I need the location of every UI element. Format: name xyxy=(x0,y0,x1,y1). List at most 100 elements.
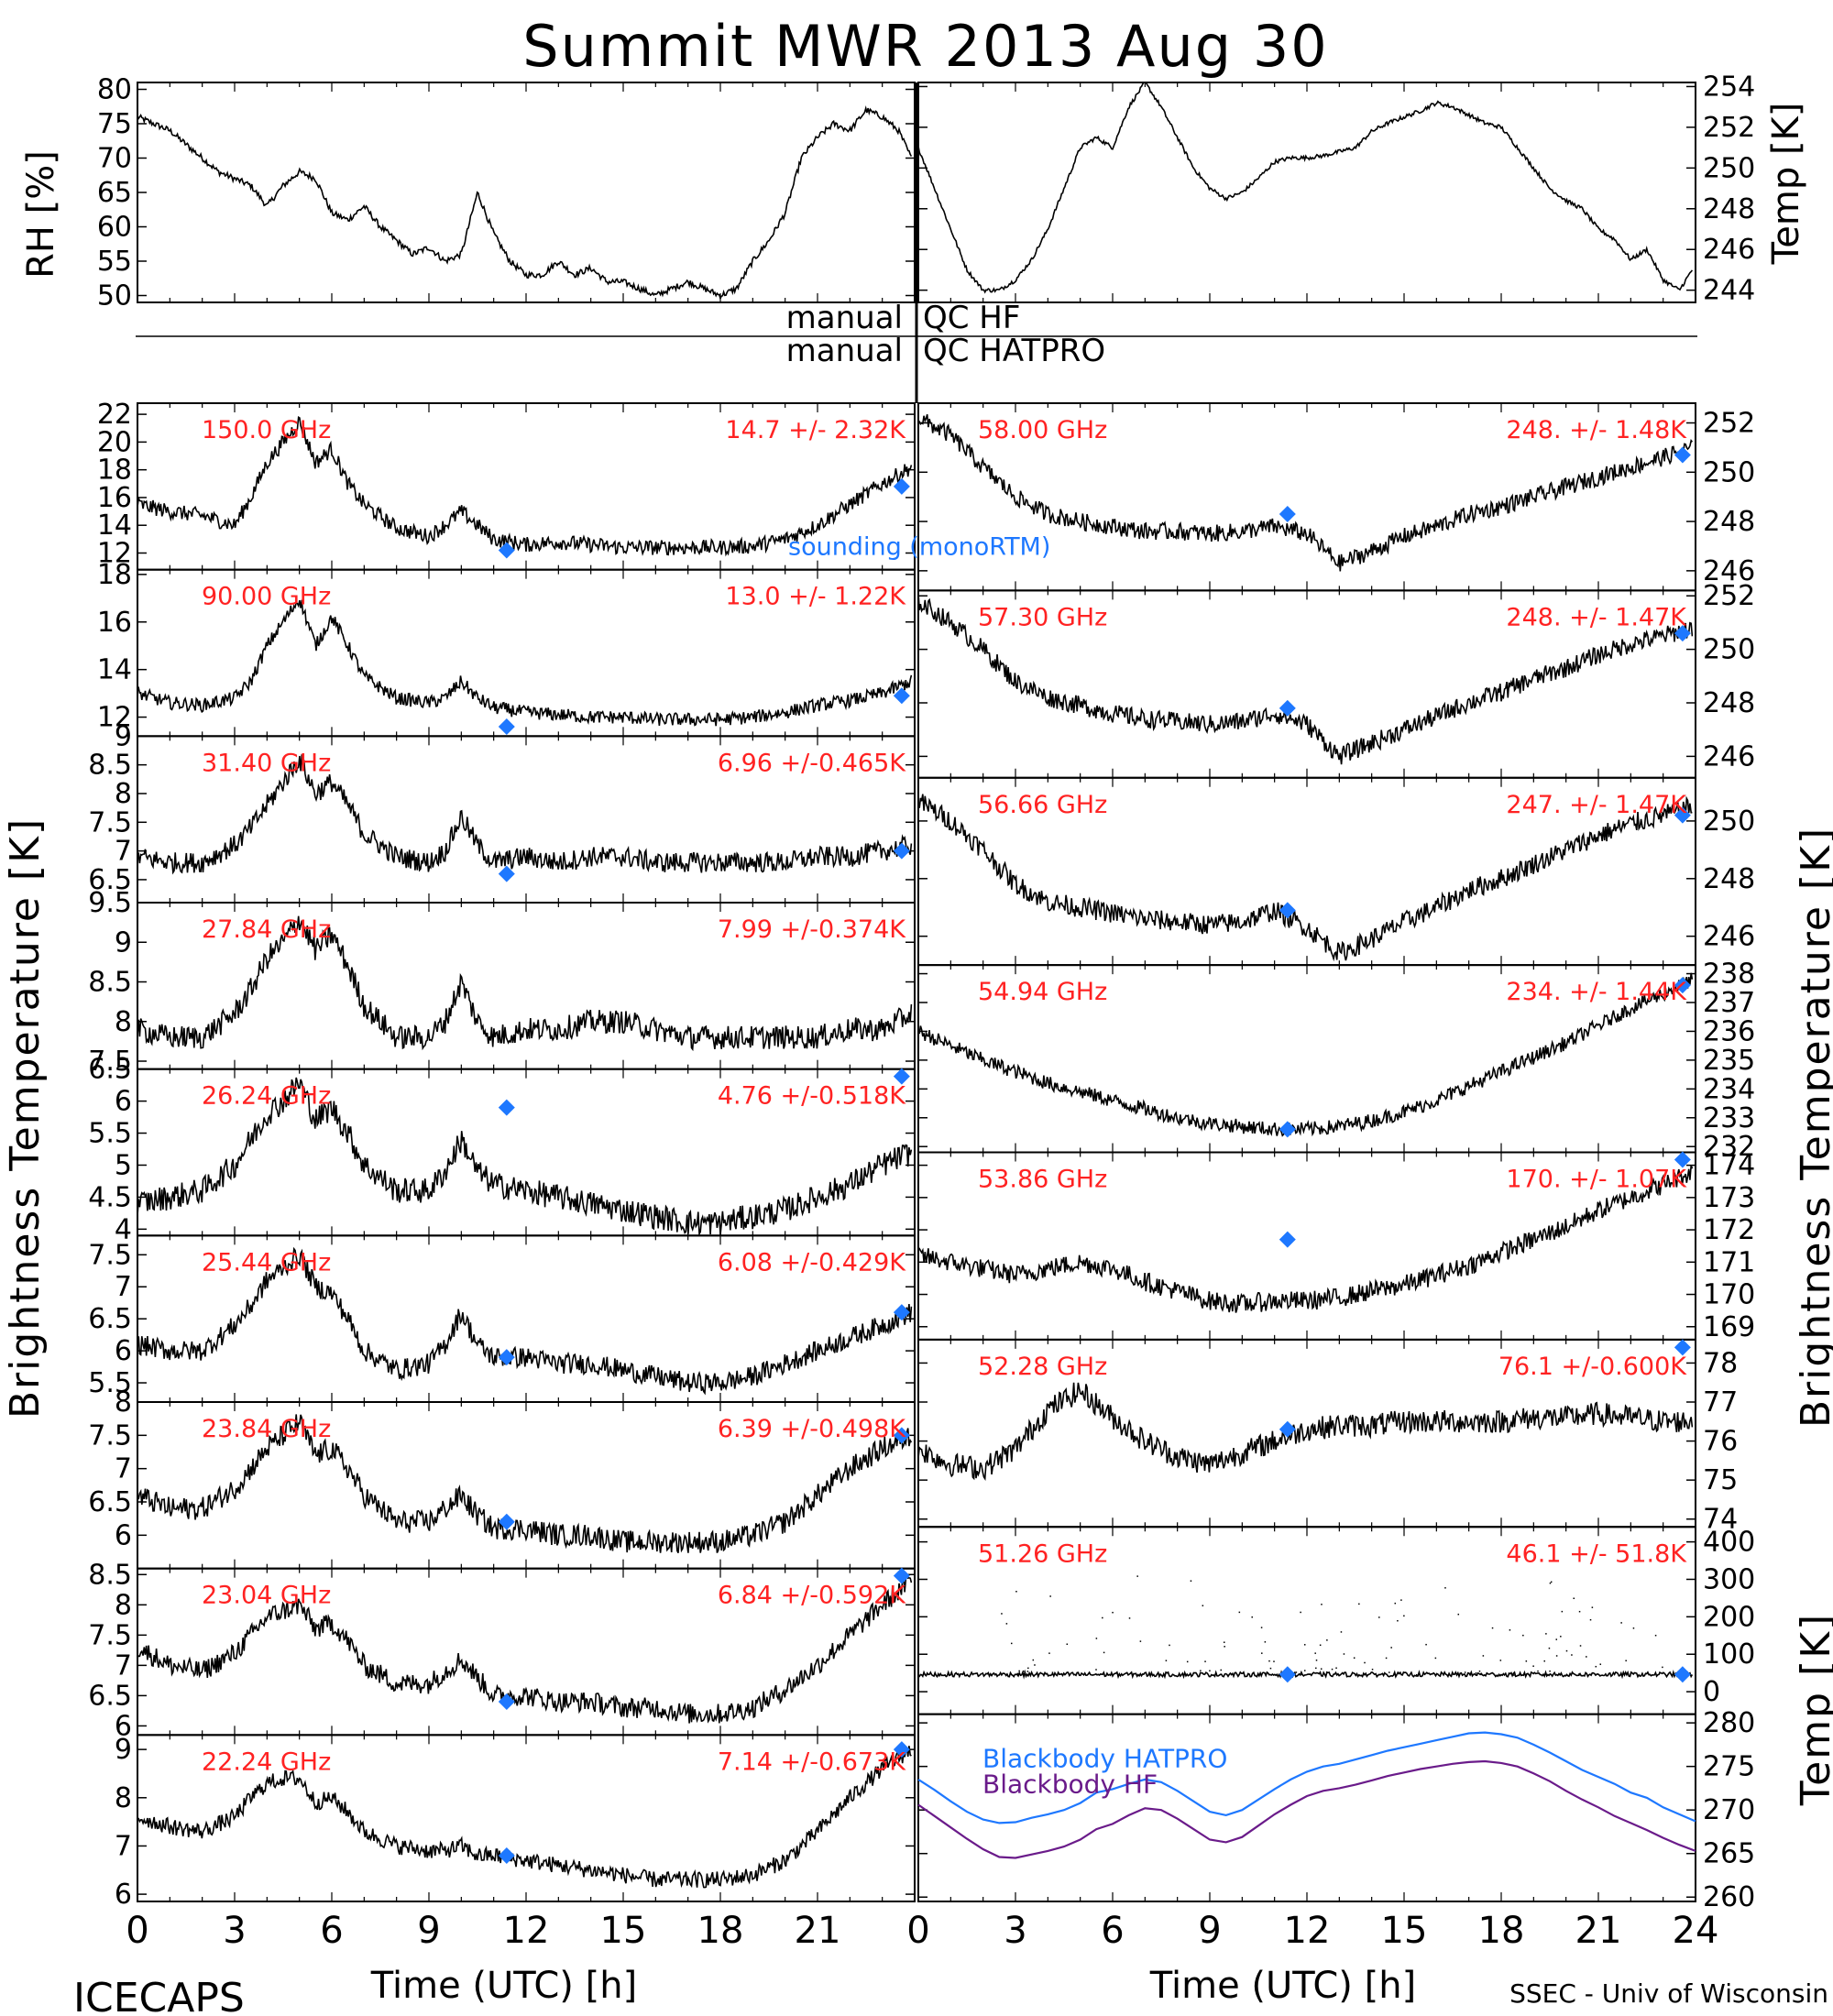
panel-31-40-ghz-ytick-label: 9 xyxy=(115,720,132,752)
panel-25-44-ghz-stat-label: 6.08 +/-0.429K xyxy=(718,1248,906,1276)
panel-51-26-ghz-spike-point xyxy=(1001,1613,1003,1615)
panel-51-26-ghz-spike-point xyxy=(1475,1672,1477,1674)
panel-52-28-ghz-series xyxy=(917,1382,1694,1481)
panel-51-26-ghz-spike-point xyxy=(1066,1643,1069,1645)
panel-58-00-ghz-ytick-label: 248 xyxy=(1703,506,1755,538)
x-tick-label-right: 18 xyxy=(1478,1910,1525,1952)
panel-52-28-ghz-ytick-label: 77 xyxy=(1703,1386,1738,1419)
panel-31-40-ghz-ytick-label: 8.5 xyxy=(88,750,132,782)
panel-53-86-ghz-ytick-label: 174 xyxy=(1703,1150,1755,1182)
panel-31-40-ghz-freq-label: 31.40 GHz xyxy=(202,749,331,777)
panel-blackbody-ytick-label: 270 xyxy=(1703,1794,1755,1826)
panel-51-26-ghz-ytick-label: 200 xyxy=(1703,1601,1755,1633)
panel-27-84-ghz-ytick-label: 7.5 xyxy=(88,1046,132,1078)
panel-25-44-ghz-freq-label: 25.44 GHz xyxy=(202,1248,331,1276)
panel-23-84-ghz-sounding-point xyxy=(893,1427,910,1444)
panel-25-44-ghz-ytick-label: 5.5 xyxy=(88,1367,132,1399)
panel-53-86-ghz-sounding-point xyxy=(1279,1231,1296,1248)
panel-150-0-ghz-ytick-label: 14 xyxy=(97,509,132,542)
panel-54-94-ghz-sounding-point xyxy=(1279,1121,1296,1138)
panel-53-86-ghz-ytick-label: 170 xyxy=(1703,1279,1755,1311)
panel-51-26-ghz-spike-point xyxy=(1224,1641,1225,1643)
panel-51-26-ghz-spike-point xyxy=(1522,1634,1524,1637)
panel-23-04-ghz-sounding-point xyxy=(498,1693,515,1710)
panel-51-26-ghz-spike-point xyxy=(1358,1603,1360,1605)
panel-51-26-ghz-spike-point xyxy=(1300,1611,1301,1614)
panel-53-86-ghz-ytick-label: 169 xyxy=(1703,1311,1755,1343)
rh-axis-label: RH [%] xyxy=(20,150,62,279)
panel-51-26-ghz-spike-point xyxy=(1353,1657,1356,1659)
panel-51-26-ghz: 0 100 200 300 400 51.26 GHz 46.1 +/- 51.8K xyxy=(917,1526,1755,1715)
panel-53-86-ghz-ytick-label: 172 xyxy=(1703,1214,1755,1246)
panel-26-24-ghz-ytick-label: 4.5 xyxy=(88,1181,132,1213)
x-axis-label-left: Time (UTC) [h] xyxy=(370,1965,637,2007)
panel-51-26-ghz-spike-point xyxy=(1238,1611,1241,1614)
panel-22-24-ghz-series xyxy=(137,1746,912,1889)
sounding-legend: sounding (monoRTM) xyxy=(788,533,1050,562)
panel-51-26-ghz-spike-point xyxy=(1371,1669,1374,1671)
figure-title: Summit MWR 2013 Aug 30 xyxy=(522,13,1328,80)
panel-54-94-ghz-series xyxy=(917,972,1694,1137)
panel-51-26-ghz-spike-point xyxy=(1303,1644,1306,1646)
panel-150-0-ghz-ytick-label: 16 xyxy=(97,482,132,514)
panel-51-26-ghz-spike-point xyxy=(1400,1599,1402,1601)
panel-51-26-ghz-spike-point xyxy=(1335,1667,1337,1670)
panel-27-84-ghz-ytick-label: 8 xyxy=(115,1006,132,1038)
panel-52-28-ghz-ytick-label: 78 xyxy=(1703,1347,1738,1379)
panel-26-24-ghz-ytick-label: 6.5 xyxy=(88,1054,132,1086)
x-tick-label-left: 12 xyxy=(503,1910,550,1952)
panel-51-26-ghz-ytick-label: 100 xyxy=(1703,1638,1755,1671)
panel-54-94-ghz-ytick-label: 236 xyxy=(1703,1015,1755,1047)
panel-22-24-ghz-sounding-point xyxy=(498,1846,515,1864)
panel-51-26-ghz-spike-point xyxy=(1321,1604,1323,1605)
panel-51-26-ghz-spike-point xyxy=(1555,1655,1558,1657)
panel-51-26-ghz-spike-point xyxy=(1478,1670,1481,1672)
panel-51-26-ghz-spike-point xyxy=(1561,1610,1564,1613)
x-tick-label-right: 0 xyxy=(906,1910,929,1952)
panel-51-26-ghz-spike-point xyxy=(1591,1606,1594,1608)
panel-27-84-ghz-ytick-label: 9 xyxy=(115,926,132,959)
x-tick-label-right: 21 xyxy=(1575,1910,1622,1952)
panel-51-26-ghz-spike-point xyxy=(1415,1673,1418,1676)
panel-22-24-ghz-ytick-label: 8 xyxy=(115,1782,132,1814)
x-axis-label-right: Time (UTC) [h] xyxy=(1149,1965,1416,2007)
panel-51-26-ghz-ytick-label: 400 xyxy=(1703,1527,1755,1559)
panel-26-24-ghz-sounding-point xyxy=(893,1068,910,1085)
panel-51-26-ghz-spike-point xyxy=(1022,1670,1025,1672)
panel-90-00-ghz-sounding-point xyxy=(498,718,515,735)
panel-57-30-ghz-stat-label: 248. +/- 1.47K xyxy=(1506,603,1687,631)
panel-51-26-ghz-spike-point xyxy=(1659,1671,1661,1673)
panel-54-94-ghz-ytick-label: 235 xyxy=(1703,1045,1755,1077)
panel-51-26-ghz-spike-point xyxy=(1103,1651,1105,1654)
panel-51-26-ghz-spike-point xyxy=(1301,1673,1303,1676)
panel-58-00-ghz-sounding-point xyxy=(1674,446,1691,464)
panel-150-0-ghz-ytick-label: 20 xyxy=(97,426,132,458)
panel-22-24-ghz-ytick-label: 6 xyxy=(115,1879,132,1911)
panel-57-30-ghz-ytick-label: 248 xyxy=(1703,687,1755,719)
panel-51-26-ghz-spike-point xyxy=(1027,1667,1029,1670)
legend-blackbody-hatpro: Blackbody HATPRO xyxy=(982,1744,1227,1774)
panel-51-26-ghz-spike-point xyxy=(1010,1642,1013,1645)
panel-25-44-ghz: 5.566.577.5 25.44 GHz 6.08 +/-0.429K xyxy=(88,1234,916,1404)
panel-25-44-ghz-ytick-label: 6 xyxy=(115,1335,132,1367)
panel-23-04-ghz-freq-label: 23.04 GHz xyxy=(202,1582,331,1610)
blackbody-hf-series xyxy=(917,1759,1696,1859)
x-tick-label-right: 24 xyxy=(1673,1910,1719,1952)
panel-51-26-ghz-spike-point xyxy=(1260,1627,1263,1628)
x-tick-label-right: 6 xyxy=(1101,1910,1124,1952)
panel-51-26-ghz-spike-point xyxy=(1264,1641,1267,1643)
panel-57-30-ghz-sounding-point xyxy=(1674,625,1691,642)
panel-51-26-ghz-spike-point xyxy=(1525,1660,1528,1662)
icecaps-label: ICECAPS xyxy=(73,1975,245,2016)
panel-90-00-ghz: 12 14 16 18 90.00 GHz 13.0 +/- 1.22K xyxy=(97,559,916,738)
qc-hatpro-label: QC HATPRO xyxy=(923,333,1105,369)
panel-51-26-ghz-spike-point xyxy=(1425,1643,1427,1646)
panel-25-44-ghz-sounding-point xyxy=(893,1304,910,1321)
panel-51-26-ghz-spike-point xyxy=(1326,1639,1328,1641)
panel-51-26-ghz-stat-label: 46.1 +/- 51.8K xyxy=(1506,1539,1687,1568)
panel-51-26-ghz-spike-point xyxy=(1112,1611,1114,1614)
panel-blackbody-ytick-label: 280 xyxy=(1703,1707,1755,1739)
panel-51-26-ghz-spike-point xyxy=(1139,1640,1142,1642)
panel-56-66-ghz-stat-label: 247. +/- 1.47K xyxy=(1506,791,1687,819)
